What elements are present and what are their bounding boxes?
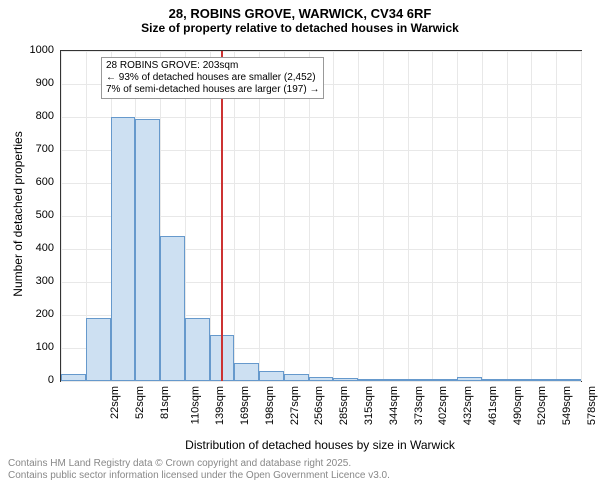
bar: [61, 374, 86, 381]
annotation-line2: ← 93% of detached houses are smaller (2,…: [106, 72, 319, 84]
x-tick: 81sqm: [159, 386, 171, 419]
x-tick: 373sqm: [413, 386, 425, 425]
bar: [556, 379, 581, 381]
footer-line2: Contains public sector information licen…: [8, 470, 390, 482]
y-tick: 900: [0, 77, 54, 89]
annotation-box: 28 ROBINS GROVE: 203sqm ← 93% of detache…: [101, 57, 324, 99]
bar: [259, 371, 284, 381]
bar: [408, 379, 433, 381]
bar: [309, 377, 334, 381]
bar: [531, 379, 556, 381]
y-tick: 500: [0, 209, 54, 221]
x-tick: 22sqm: [109, 386, 121, 419]
bar: [111, 117, 136, 381]
bar: [333, 378, 358, 381]
bar: [482, 379, 507, 381]
x-tick: 256sqm: [314, 386, 326, 425]
x-axis-label: Distribution of detached houses by size …: [60, 438, 580, 452]
x-tick: 198sqm: [264, 386, 276, 425]
x-tick: 490sqm: [512, 386, 524, 425]
y-tick: 700: [0, 143, 54, 155]
y-tick: 600: [0, 176, 54, 188]
y-tick: 1000: [0, 44, 54, 56]
annotation-line3: 7% of semi-detached houses are larger (1…: [106, 84, 319, 96]
y-tick: 300: [0, 275, 54, 287]
chart-subtitle: Size of property relative to detached ho…: [0, 21, 600, 35]
bar: [383, 379, 408, 381]
bar: [86, 318, 111, 381]
bar: [160, 236, 185, 381]
x-tick: 432sqm: [462, 386, 474, 425]
bar: [358, 379, 383, 381]
x-tick: 549sqm: [561, 386, 573, 425]
bar: [185, 318, 210, 381]
chart-container: 28, ROBINS GROVE, WARWICK, CV34 6RF Size…: [0, 0, 600, 500]
x-tick: 520sqm: [536, 386, 548, 425]
bar: [284, 374, 309, 381]
y-tick: 0: [0, 374, 54, 386]
y-tick: 800: [0, 110, 54, 122]
x-tick: 169sqm: [239, 386, 251, 425]
bar: [234, 363, 259, 381]
bar: [507, 379, 532, 381]
bar: [135, 119, 160, 381]
y-tick: 200: [0, 308, 54, 320]
chart-title: 28, ROBINS GROVE, WARWICK, CV34 6RF: [0, 0, 600, 21]
x-tick: 344sqm: [388, 386, 400, 425]
x-tick: 285sqm: [338, 386, 350, 425]
x-tick: 139sqm: [215, 386, 227, 425]
x-tick: 315sqm: [363, 386, 375, 425]
y-tick: 100: [0, 341, 54, 353]
x-tick: 578sqm: [586, 386, 598, 425]
reference-line: [221, 51, 223, 381]
x-tick: 227sqm: [289, 386, 301, 425]
x-tick: 52sqm: [134, 386, 146, 419]
x-tick: 110sqm: [189, 386, 201, 424]
x-tick: 402sqm: [437, 386, 449, 425]
x-tick: 461sqm: [487, 386, 499, 425]
bar: [432, 379, 457, 381]
annotation-line1: 28 ROBINS GROVE: 203sqm: [106, 60, 319, 72]
bar: [457, 377, 482, 381]
plot-area: 28 ROBINS GROVE: 203sqm ← 93% of detache…: [60, 50, 582, 382]
footer: Contains HM Land Registry data © Crown c…: [8, 458, 390, 482]
y-tick: 400: [0, 242, 54, 254]
footer-line1: Contains HM Land Registry data © Crown c…: [8, 458, 390, 470]
